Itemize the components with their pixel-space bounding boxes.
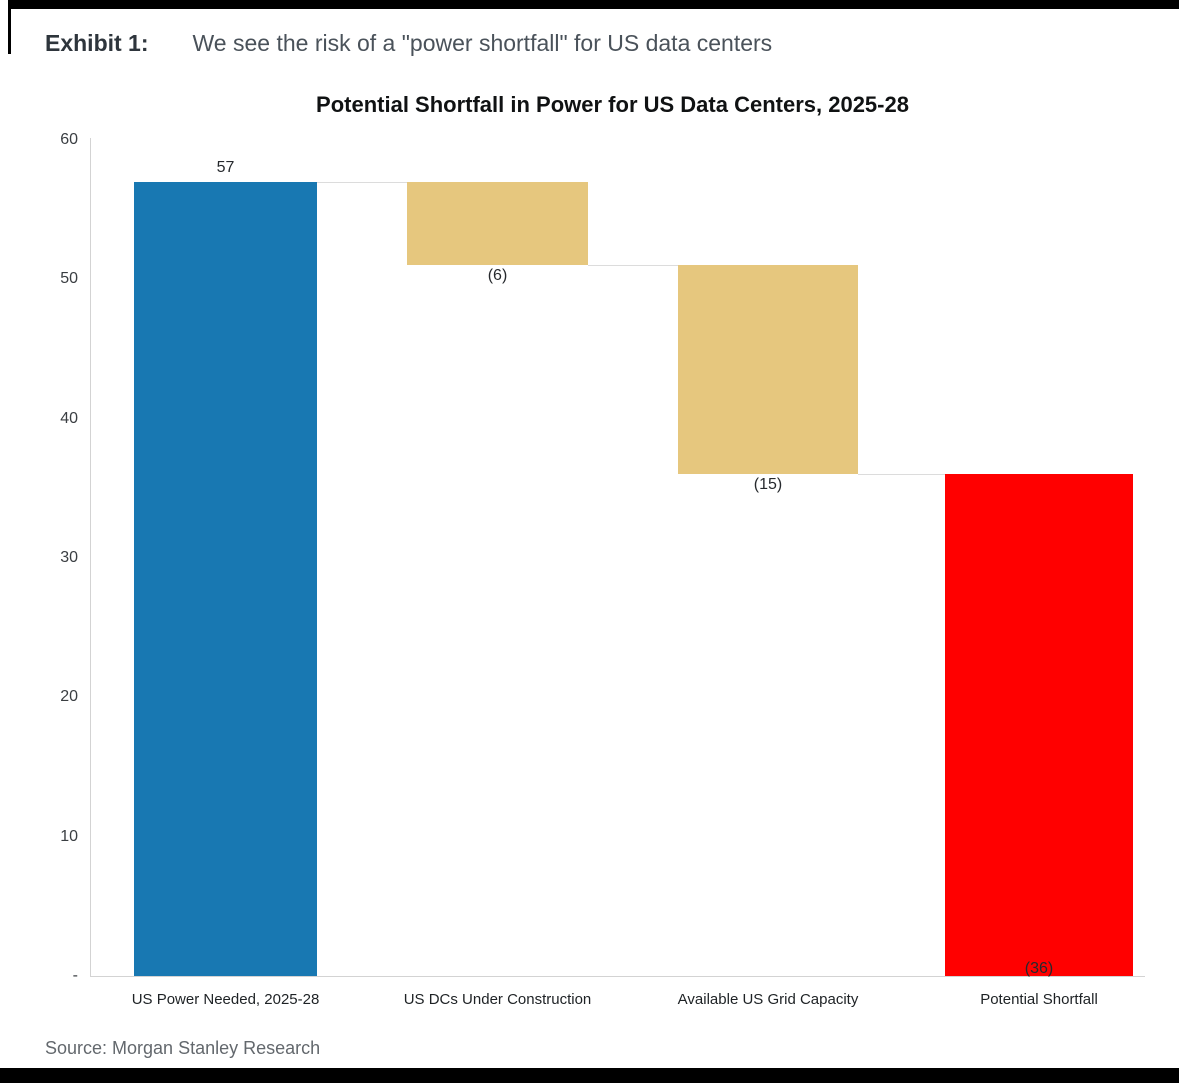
- y-tick-label: 60: [60, 131, 78, 148]
- source-text: Source: Morgan Stanley Research: [45, 1038, 321, 1058]
- category-label: US DCs Under Construction: [403, 991, 592, 1008]
- y-tick-label: 10: [60, 827, 78, 845]
- waterfall-bar-decrease: [678, 265, 858, 475]
- x-axis-line: [90, 976, 1145, 977]
- connector-line: [858, 474, 945, 476]
- y-tick-label: 40: [60, 409, 78, 427]
- bar-value-label: (6): [487, 267, 508, 285]
- chart-title: Potential Shortfall in Power for US Data…: [316, 92, 909, 117]
- y-tick-label: 20: [60, 688, 78, 706]
- waterfall-bar-shortfall: [945, 474, 1133, 976]
- connector-line: [588, 265, 678, 267]
- bar-value-label: (15): [753, 476, 783, 494]
- connector-line: [317, 181, 407, 183]
- exhibit-header: Exhibit 1: We see the risk of a "power sh…: [45, 30, 772, 57]
- category-label: US Power Needed, 2025-28: [131, 991, 320, 1008]
- bottom-border: [0, 1068, 1179, 1083]
- category-label: Available US Grid Capacity: [677, 991, 859, 1008]
- y-tick-label: 30: [60, 549, 78, 566]
- top-border: [9, 0, 1179, 9]
- category-label: Potential Shortfall: [980, 991, 1098, 1008]
- y-tick-label: -: [72, 967, 78, 984]
- y-tick-label: 50: [60, 270, 78, 288]
- exhibit-title: We see the risk of a "power shortfall" f…: [192, 30, 773, 56]
- y-axis-line: [90, 138, 91, 977]
- top-left-border-tick: [8, 0, 11, 54]
- waterfall-bar-total-needed: [134, 181, 317, 976]
- exhibit-label: Exhibit 1:: [45, 30, 149, 56]
- bar-value-label: (36): [1024, 960, 1054, 977]
- bar-value-label: 57: [216, 158, 235, 176]
- waterfall-bar-decrease: [407, 181, 588, 266]
